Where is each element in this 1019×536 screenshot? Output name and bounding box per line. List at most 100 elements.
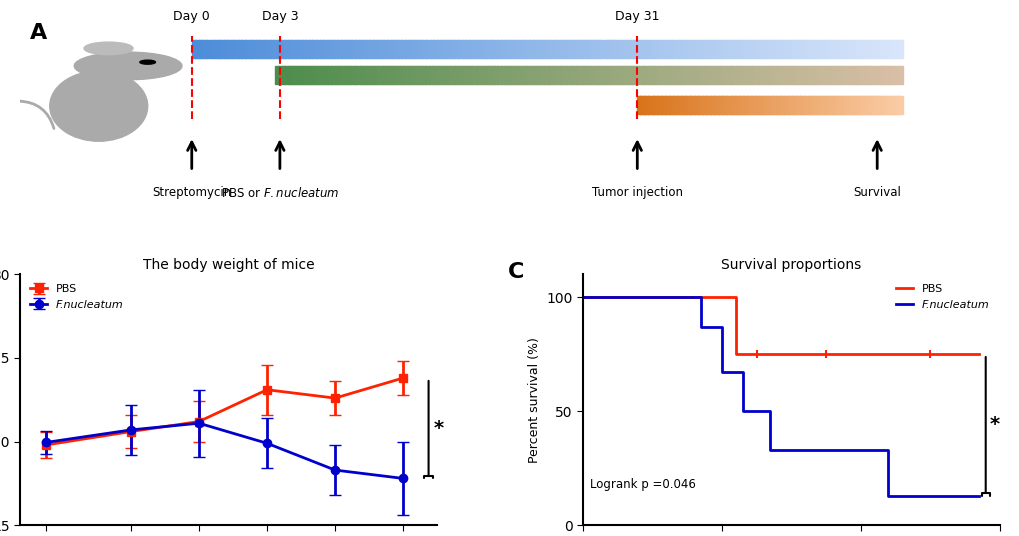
Bar — [898, 96, 901, 114]
Bar — [789, 96, 791, 114]
Text: Logrank p =0.046: Logrank p =0.046 — [589, 478, 695, 491]
Bar — [795, 40, 799, 58]
Bar — [429, 40, 434, 58]
Bar — [213, 40, 217, 58]
Bar — [643, 96, 646, 114]
Bar — [893, 96, 895, 114]
Bar — [769, 66, 773, 84]
Bar — [784, 40, 789, 58]
F.nucleatum — [736, 408, 748, 414]
Bar — [281, 66, 285, 84]
Bar — [562, 66, 567, 84]
Bar — [815, 40, 820, 58]
Bar — [309, 66, 313, 84]
Bar — [337, 40, 341, 58]
Bar — [618, 40, 622, 58]
Bar — [259, 40, 264, 58]
Bar — [571, 40, 576, 58]
Bar — [773, 40, 777, 58]
F.nucleatum — [715, 324, 728, 330]
Bar — [863, 66, 867, 84]
Bar — [290, 66, 294, 84]
Bar — [472, 40, 476, 58]
Bar — [692, 40, 696, 58]
Bar — [804, 96, 807, 114]
Bar — [854, 66, 858, 84]
Bar — [362, 40, 366, 58]
Bar — [811, 96, 813, 114]
Bar — [202, 40, 207, 58]
Bar — [842, 96, 844, 114]
Bar — [785, 96, 787, 114]
Bar — [665, 96, 668, 114]
Bar — [700, 96, 702, 114]
Bar — [458, 40, 462, 58]
Bar — [869, 66, 873, 84]
Bar — [553, 66, 557, 84]
Bar — [539, 40, 543, 58]
Bar — [719, 96, 722, 114]
Bar — [754, 66, 758, 84]
Bar — [497, 66, 501, 84]
Bar — [840, 96, 843, 114]
Bar — [801, 96, 803, 114]
Bar — [461, 40, 466, 58]
Text: *: * — [988, 415, 999, 434]
Bar — [775, 66, 780, 84]
Bar — [865, 96, 867, 114]
Bar — [366, 66, 370, 84]
Bar — [629, 66, 633, 84]
Bar — [718, 96, 720, 114]
Bar — [242, 40, 246, 58]
F.nucleatum — [763, 408, 775, 414]
Bar — [484, 66, 488, 84]
Bar — [500, 66, 504, 84]
Bar — [469, 66, 473, 84]
Bar — [716, 96, 718, 114]
Bar — [650, 96, 652, 114]
Bar — [493, 40, 497, 58]
Bar — [714, 96, 717, 114]
Bar — [766, 96, 768, 114]
Bar — [564, 40, 569, 58]
Bar — [529, 40, 533, 58]
Bar — [319, 66, 323, 84]
Bar — [666, 40, 672, 58]
Bar — [644, 66, 648, 84]
Bar — [216, 40, 221, 58]
Bar — [379, 40, 384, 58]
Bar — [791, 40, 796, 58]
Y-axis label: Percent survival (%): Percent survival (%) — [527, 337, 540, 463]
Bar — [790, 96, 792, 114]
Bar — [702, 40, 707, 58]
Bar — [879, 40, 884, 58]
Bar — [522, 66, 526, 84]
Bar — [727, 96, 729, 114]
Bar — [466, 66, 470, 84]
Bar — [687, 96, 689, 114]
Bar — [741, 66, 745, 84]
Ellipse shape — [50, 71, 148, 142]
Bar — [857, 96, 859, 114]
Bar — [862, 96, 865, 114]
Bar — [387, 66, 391, 84]
Bar — [872, 40, 877, 58]
Title: Survival proportions: Survival proportions — [720, 258, 860, 272]
Bar — [356, 66, 361, 84]
Bar — [834, 96, 836, 114]
Bar — [422, 40, 427, 58]
F.nucleatum — [881, 493, 894, 499]
Bar — [771, 96, 773, 114]
Bar — [659, 96, 661, 114]
Bar — [457, 66, 461, 84]
Bar — [819, 66, 823, 84]
Bar — [699, 40, 703, 58]
Bar — [750, 96, 753, 114]
Bar — [489, 40, 494, 58]
F.nucleatum — [694, 324, 706, 330]
Bar — [638, 96, 640, 114]
Bar — [785, 66, 789, 84]
Bar — [309, 40, 313, 58]
Bar — [817, 96, 820, 114]
Bar — [440, 66, 444, 84]
